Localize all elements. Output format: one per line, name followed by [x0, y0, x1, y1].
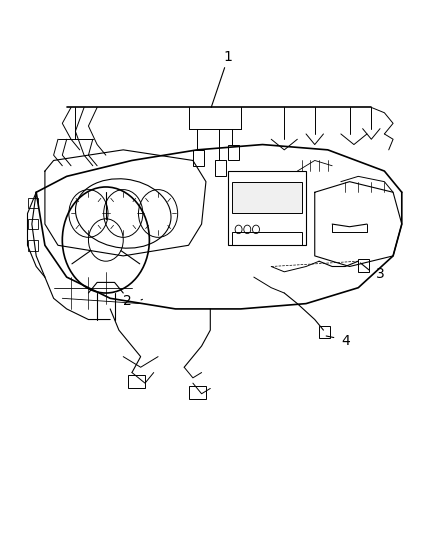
Bar [228, 144, 239, 160]
Text: 2: 2 [123, 294, 132, 308]
Bar [232, 182, 302, 214]
Bar [28, 198, 39, 208]
Bar [228, 171, 306, 245]
Bar [215, 160, 226, 176]
Bar [358, 259, 369, 272]
Text: 3: 3 [376, 268, 385, 281]
Bar [188, 386, 206, 399]
Text: 4: 4 [341, 334, 350, 348]
Bar [28, 240, 39, 251]
Bar [193, 150, 204, 166]
Bar [28, 219, 39, 229]
Text: 1: 1 [223, 50, 232, 64]
Bar [127, 375, 145, 389]
Bar [232, 232, 302, 245]
Bar [319, 326, 330, 338]
